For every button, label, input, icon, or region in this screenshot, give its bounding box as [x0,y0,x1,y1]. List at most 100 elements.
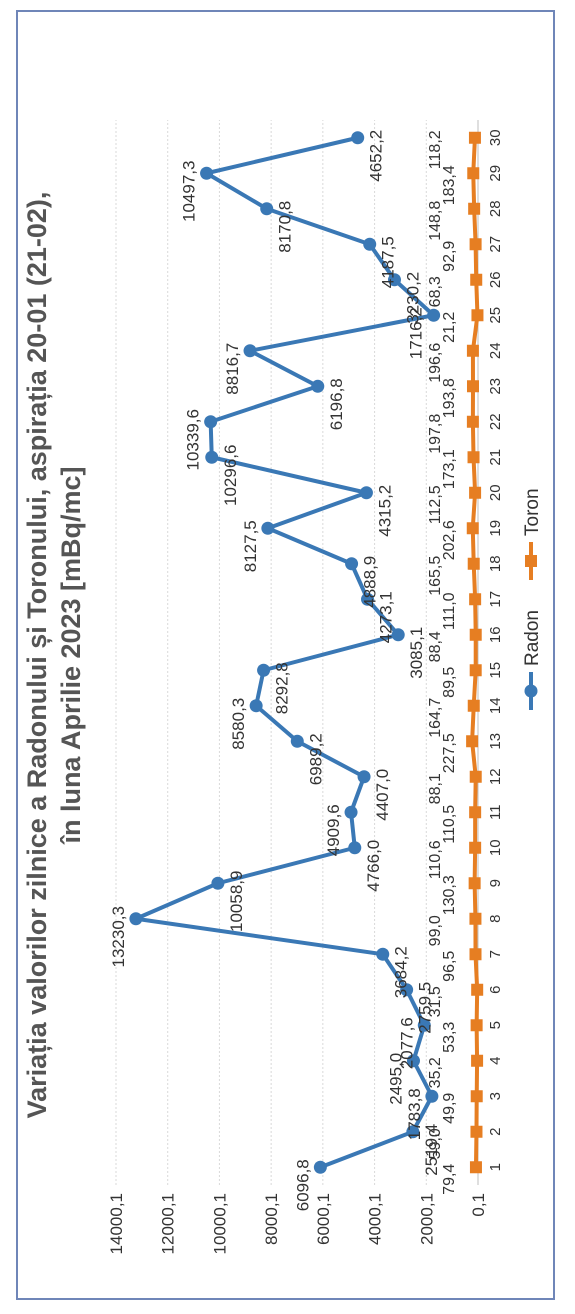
x-tick-label: 2 [487,1128,504,1136]
toron-point [466,344,479,357]
toron-point [471,309,484,322]
radon-point [249,699,263,713]
x-tick-label: 20 [487,484,504,501]
toron-point [467,699,480,712]
x-tick-label: 10 [487,839,504,856]
radon-data-label: 13230,3 [109,906,128,967]
x-tick-label: 19 [487,520,504,537]
radon-data-label: 8127,5 [241,520,260,572]
radon-data-label: 8292,8 [273,662,292,714]
x-tick-label: 21 [487,449,504,466]
radon-point [211,876,225,890]
y-tick-label: 12000,1 [159,1193,178,1254]
toron-data-label: 111,0 [441,592,458,630]
toron-point [469,486,482,499]
x-tick-label: 26 [487,271,504,288]
toron-point [469,841,482,854]
x-tick-label: 29 [487,165,504,182]
toron-data-label: 110,6 [427,840,444,879]
x-tick-label: 27 [487,236,504,253]
chart-frame: Variația valorilor zilnice a Radonului ș… [16,10,555,1300]
toron-line [470,137,480,1168]
radon-data-label: 8816,7 [223,343,242,395]
y-tick-label: 8000,1 [262,1193,281,1245]
radon-point [357,770,371,784]
x-tick-label: 5 [487,1021,504,1029]
radon-point [204,415,218,429]
radon-data-label: 10339,6 [184,409,203,470]
radon-point [348,841,362,855]
toron-data-label: 196,6 [427,343,444,383]
x-tick-label: 13 [487,733,504,750]
radon-point [427,308,441,322]
radon-point [290,734,304,748]
toron-data-label: 92,9 [441,241,458,272]
toron-point [466,522,479,535]
radon-point [406,1054,420,1068]
toron-point [466,415,479,428]
toron-point [469,1161,482,1174]
radon-data-label: 8580,3 [229,698,248,750]
toron-data-label: 164,7 [427,698,444,738]
radon-data-label: 4652,2 [367,130,386,182]
radon-data-label: 6096,8 [293,1159,312,1211]
toron-point [469,628,482,641]
toron-data-label: 148,8 [427,201,444,241]
x-tick-label: 8 [487,915,504,923]
radon-point [406,1125,420,1139]
radon-data-label: 1783,8 [405,1088,424,1140]
radon-data-label: 6196,8 [327,378,346,430]
toron-data-label: 99,0 [427,915,444,946]
toron-data-label: 89,5 [441,667,458,698]
radon-point [344,805,358,819]
toron-point [468,877,481,890]
radon-data-label: 4407,0 [373,769,392,821]
x-tick-label: 6 [487,986,504,994]
x-tick-label: 24 [487,342,504,359]
radon-point [387,273,401,287]
toron-data-label: 183,4 [441,165,458,205]
toron-data-label: 88,4 [427,631,444,662]
x-tick-label: 1 [487,1163,504,1171]
toron-data-label: 173,1 [441,449,458,489]
toron-data-label: 79,4 [441,1164,458,1195]
toron-data-label: 112,5 [427,485,444,524]
radon-data-label: 6989,2 [306,733,325,785]
radon-legend-marker [524,684,538,698]
radon-data-label: 8170,8 [276,201,295,253]
toron-point [469,770,482,783]
x-tick-label: 17 [487,591,504,608]
toron-point [466,735,479,748]
x-tick-label: 25 [487,307,504,324]
toron-point [470,1125,483,1138]
toron-point [467,557,480,570]
radon-data-label: 4888,9 [361,556,380,608]
toron-data-label: 59,0 [427,1128,444,1159]
y-tick-label: 10000,1 [210,1193,229,1254]
x-tick-label: 9 [487,879,504,887]
y-tick-label: 0,1 [469,1193,488,1217]
toron-data-label: 227,5 [441,733,458,773]
y-tick-label: 14000,1 [107,1193,126,1254]
radon-point [417,1018,431,1032]
radon-data-label: 2077,6 [397,1017,416,1069]
toron-data-label: 21,2 [441,312,458,343]
toron-data-label: 165,5 [427,556,444,596]
x-tick-label: 23 [487,378,504,395]
toron-point [469,664,482,677]
x-tick-label: 15 [487,662,504,679]
radon-data-label: 10497,3 [180,161,199,222]
radon-point [311,379,325,393]
toron-point [469,238,482,251]
radon-point [425,1089,439,1103]
toron-point [469,912,482,925]
x-tick-label: 3 [487,1092,504,1100]
x-tick-label: 22 [487,413,504,430]
toron-data-label: 96,5 [441,951,458,982]
x-tick-label: 28 [487,200,504,217]
radon-data-label: 3684,2 [392,946,411,998]
toron-legend-marker [525,555,537,567]
radon-data-label: 2519,4 [422,1124,441,1176]
radon-legend-label: Radon [522,610,543,666]
toron-point [470,1019,483,1032]
